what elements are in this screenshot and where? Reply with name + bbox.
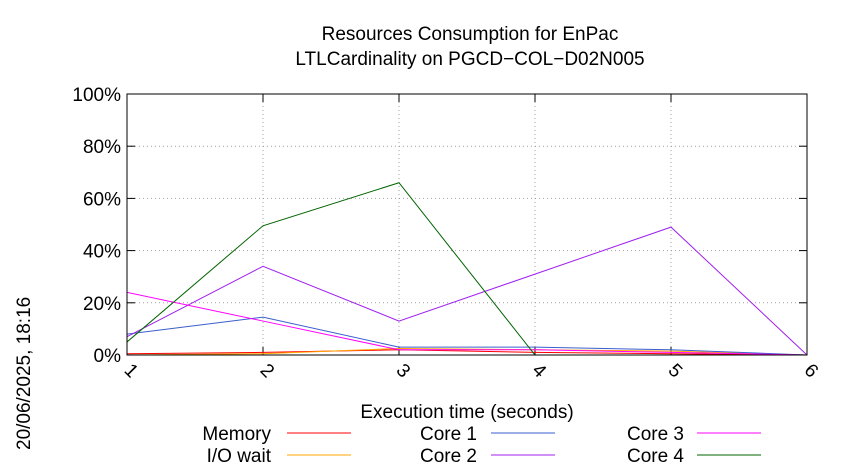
- chart-title-line-1: Resources Consumption for EnPac: [322, 24, 619, 45]
- x-tick-label: 2: [256, 360, 278, 382]
- y-tick-label: 40%: [83, 242, 121, 263]
- y-tick-label: 20%: [83, 294, 121, 315]
- y-tick-label: 60%: [83, 189, 121, 210]
- y-ticks: 0% 20% 40% 60% 80% 100%: [72, 85, 121, 367]
- series-lines: [126, 182, 808, 356]
- x-tick-label: 6: [800, 360, 822, 382]
- legend-label: I/O wait: [207, 446, 272, 467]
- x-ticks: 1 2 3 4 5 6: [120, 360, 822, 383]
- legend-label: Core 2: [420, 446, 477, 467]
- series-line-core-3: [126, 291, 808, 356]
- legend-label: Core 3: [627, 424, 684, 445]
- x-tick-label: 4: [528, 360, 551, 383]
- x-axis-label: Execution time (seconds): [360, 402, 573, 423]
- legend-label: Core 1: [420, 424, 477, 445]
- series-line-core-1: [126, 316, 808, 356]
- plot-frame: [126, 93, 808, 356]
- x-tick-label: 1: [120, 360, 142, 382]
- chart-title-line-2: LTLCardinality on PGCD−COL−D02N005: [295, 49, 644, 70]
- legend-label: Core 4: [627, 446, 684, 467]
- series-line-core-2: [126, 226, 808, 356]
- y-tick-label: 80%: [83, 137, 121, 158]
- series-line-core-4: [126, 182, 807, 356]
- grid: [126, 93, 808, 356]
- y-tick-label: 0%: [94, 346, 122, 367]
- x-tick-label: 3: [392, 360, 414, 382]
- y-tick-label: 100%: [72, 85, 121, 106]
- legend-label: Memory: [202, 424, 271, 445]
- series-line-memory: [126, 349, 808, 356]
- timestamp: 20/06/2025, 18:16: [14, 297, 35, 450]
- x-tick-label: 5: [664, 360, 686, 382]
- series-line-i-o-wait: [126, 347, 808, 356]
